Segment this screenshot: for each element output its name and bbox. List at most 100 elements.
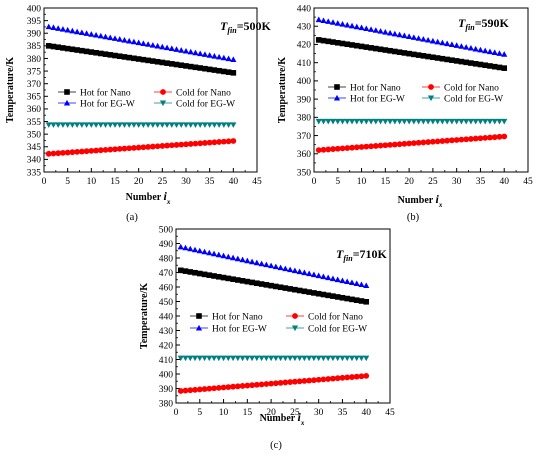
data-point [126,37,133,44]
series-hot-for-eg-w [177,243,370,289]
data-point [372,118,379,125]
data-point [282,285,289,291]
data-point [234,255,241,262]
data-point [482,62,488,69]
data-point [263,282,270,288]
data-point [320,376,327,383]
data-point [334,375,341,382]
data-point [491,134,498,141]
x-tick-label: 20 [404,177,414,187]
data-point [64,122,71,128]
data-point [220,355,227,362]
y-tick-label: 375 [27,67,42,77]
series-cold-for-nano [315,133,508,154]
series-hot-for-nano [177,267,370,305]
y-tick-label: 340 [27,156,42,166]
y-tick-label: 345 [27,143,42,153]
data-point [248,355,256,362]
data-point [45,122,52,128]
x-axis-label: Number ix [126,189,171,206]
data-point [282,355,289,362]
data-point [169,61,175,67]
data-point [277,284,284,291]
y-tick-label: 450 [159,298,174,308]
data-point [410,140,417,147]
data-point [349,144,355,151]
y-tick-label: 400 [27,4,42,14]
data-point [339,277,346,284]
data-point [453,58,460,64]
data-point [334,276,341,283]
data-point [415,35,422,41]
data-point [463,118,470,125]
y-tick-label: 400 [297,77,312,87]
data-point [353,280,360,287]
data-point [183,141,189,148]
data-point [206,355,213,362]
data-point [187,387,194,394]
data-point [273,283,279,290]
data-point [277,379,284,386]
data-point [306,289,312,295]
data-point [220,384,227,391]
y-tick-label: 400 [159,370,174,380]
data-point [220,122,227,128]
data-point [202,140,208,146]
data-point [178,122,185,128]
data-point [472,60,479,67]
data-point [458,43,465,49]
data-point [215,251,222,258]
data-point [154,58,161,65]
data-point [496,64,503,71]
tfin-annotation: Tfin=590K [458,16,510,32]
data-point [311,290,317,296]
data-point [268,282,274,289]
data-point [201,271,208,278]
data-point [159,143,166,149]
data-point [301,269,308,276]
y-tick-label: 430 [297,23,312,33]
data-point [211,67,218,73]
data-point [472,45,479,52]
y-tick-label: 360 [27,105,42,115]
data-point [206,139,213,146]
data-point [325,376,332,382]
data-point [468,136,474,142]
data-point [425,139,432,145]
series-cold-for-nano [45,138,237,157]
data-point [216,273,222,280]
data-point [415,52,422,58]
data-point [187,141,194,147]
data-point [439,118,446,125]
x-tick-label: 25 [290,408,300,418]
data-point [496,118,503,125]
data-point [420,139,427,146]
data-point [487,63,493,69]
data-point [121,54,128,60]
x-tick-label: 15 [243,408,253,418]
data-point [330,39,336,45]
y-tick-label: 490 [159,240,174,250]
data-point [282,379,289,386]
data-point [496,133,503,140]
data-point [244,257,251,264]
data-point [102,51,109,57]
data-point [463,59,469,66]
data-point [291,267,298,274]
data-point [496,50,503,56]
x-tick-label: 15 [110,177,120,187]
data-point [135,144,142,151]
legend-label: Hot for Nano [350,82,401,93]
panel-label: (c) [270,440,282,451]
legend-marker [159,100,167,107]
data-point [173,142,180,148]
data-point [182,47,190,54]
data-point [211,122,218,128]
data-point [325,18,332,24]
data-point [282,265,289,272]
data-point [272,355,279,362]
data-point [344,355,351,362]
data-point [329,118,337,125]
data-point [69,46,76,53]
data-point [149,42,156,48]
